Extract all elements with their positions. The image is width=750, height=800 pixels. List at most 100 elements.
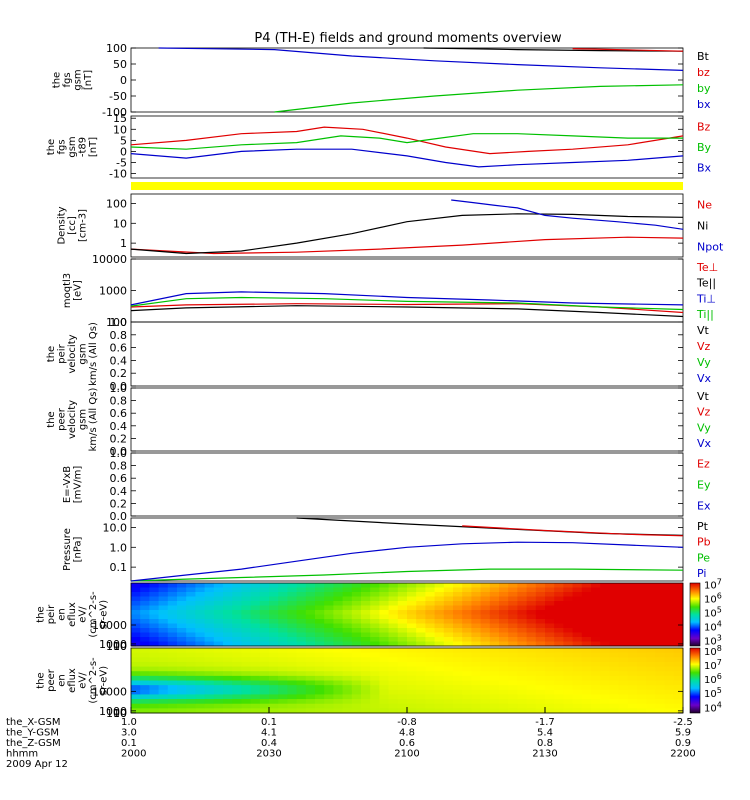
spectrogram-cell — [361, 614, 371, 620]
spectrogram-cell — [563, 694, 574, 700]
y-axis-label-line: fgs — [62, 72, 73, 87]
spectrogram-cell — [177, 628, 187, 633]
spectrogram-cell — [342, 685, 353, 691]
spectrogram-cell — [425, 661, 436, 668]
spectrogram-cell — [489, 623, 500, 629]
spectrogram-cell — [296, 703, 307, 709]
spectrogram-cell — [149, 641, 160, 647]
spectrogram-cell — [637, 685, 647, 691]
y-axis-label-line: velocity — [67, 400, 78, 439]
spectrogram-cell — [572, 601, 583, 606]
spectrogram-cell — [259, 699, 270, 705]
spectrogram-cell — [535, 680, 546, 686]
spectrogram-cell — [637, 587, 647, 593]
spectrogram-cell — [646, 689, 656, 695]
spectrogram-cell — [158, 605, 169, 611]
spectrogram-cell — [416, 657, 426, 663]
spectrogram-cell — [269, 623, 279, 629]
spectrogram-cell — [333, 671, 344, 677]
spectrogram-cell — [397, 583, 408, 588]
spectrogram-cell — [370, 680, 380, 686]
spectrogram-cell — [618, 685, 629, 691]
spectrogram-cell — [655, 675, 666, 681]
spectrogram-cell — [618, 614, 629, 620]
spectrogram-cell — [563, 661, 574, 668]
spectrogram-cell — [434, 623, 445, 629]
spectrogram-cell — [223, 680, 233, 686]
spectrogram-cell — [425, 641, 436, 647]
spectrogram-cell — [572, 587, 583, 593]
spectrogram-cell — [591, 641, 601, 647]
spectrogram-cell — [517, 583, 528, 588]
spectrogram-cell — [388, 592, 399, 597]
colorbar-tick-label: 105 — [704, 686, 722, 700]
spectrogram-cell — [499, 689, 509, 695]
spectrogram-cell — [673, 671, 684, 677]
spectrogram-cell — [370, 610, 380, 615]
spectrogram-cell — [140, 614, 150, 620]
spectrogram-cell — [554, 699, 564, 705]
spectrogram-cell — [278, 699, 288, 705]
spectrogram-cell — [324, 703, 334, 709]
spectrogram-cell — [526, 619, 537, 624]
spectrogram-cell — [646, 666, 656, 672]
spectrogram-cell — [167, 641, 178, 647]
spectrogram-cell — [315, 587, 325, 593]
spectrogram-cell — [177, 641, 187, 647]
spectrogram-cell — [627, 708, 638, 714]
spectrogram-cell — [600, 596, 610, 602]
spectrogram-cell — [342, 632, 353, 638]
spectrogram-cell — [204, 632, 215, 638]
y-tick-label: 15 — [113, 112, 127, 125]
spectrogram-cell — [489, 703, 500, 709]
spectrogram-cell — [305, 699, 316, 705]
spectrogram-cell — [572, 661, 583, 668]
spectrogram-cell — [581, 605, 592, 611]
spectrogram-cell — [425, 632, 436, 638]
legend-entry: Vz — [697, 340, 711, 353]
spectrogram-cell — [545, 628, 555, 633]
x-tick-label: 5.9 — [675, 728, 691, 739]
y-axis-label-line: [nPa] — [72, 536, 83, 562]
spectrogram-cell — [296, 685, 307, 691]
spectrogram-cell — [186, 666, 196, 672]
spectrogram-cell — [131, 703, 141, 709]
spectrogram-cell — [158, 689, 169, 695]
spectrogram-cell — [140, 689, 150, 695]
spectrogram-cell — [204, 601, 215, 606]
y-tick-label: -50 — [109, 90, 127, 103]
spectrogram-cell — [591, 596, 601, 602]
spectrogram-cell — [453, 708, 463, 714]
x-label-row-name: the_X-GSM — [6, 717, 60, 728]
spectrogram-cell — [554, 671, 564, 677]
spectrogram-cell — [618, 641, 629, 647]
spectrogram-cell — [342, 671, 353, 677]
spectrogram-cell — [572, 703, 583, 709]
spectrogram-cell — [517, 699, 528, 705]
spectrogram-cell — [278, 605, 288, 611]
spectrogram-cell — [333, 632, 344, 638]
spectrogram-cell — [388, 619, 399, 624]
y-tick-label: 100 — [106, 707, 127, 720]
spectrogram-cell — [664, 614, 675, 620]
spectrogram-cell — [397, 708, 408, 714]
spectrogram-cell — [223, 648, 233, 654]
spectrogram-cell — [434, 657, 445, 663]
spectrogram-cell — [554, 632, 564, 638]
spectrogram-cell — [158, 641, 169, 647]
spectrogram-cell — [499, 652, 509, 658]
spectrogram-cell — [379, 666, 390, 672]
spectrogram-cell — [581, 619, 592, 624]
spectrogram-cell — [370, 592, 380, 597]
spectrogram-cell — [443, 685, 454, 691]
spectrogram-cell — [149, 610, 160, 615]
spectrogram-cell — [443, 623, 454, 629]
y-tick-label: 100 — [106, 640, 127, 653]
spectrogram-cell — [637, 637, 647, 642]
spectrogram-cell — [535, 614, 546, 620]
spectrogram-cell — [370, 596, 380, 602]
spectrogram-cell — [241, 652, 252, 658]
spectrogram-cell — [646, 614, 656, 620]
spectrogram-cell — [167, 652, 178, 658]
legend-entry: Npot — [697, 241, 724, 254]
